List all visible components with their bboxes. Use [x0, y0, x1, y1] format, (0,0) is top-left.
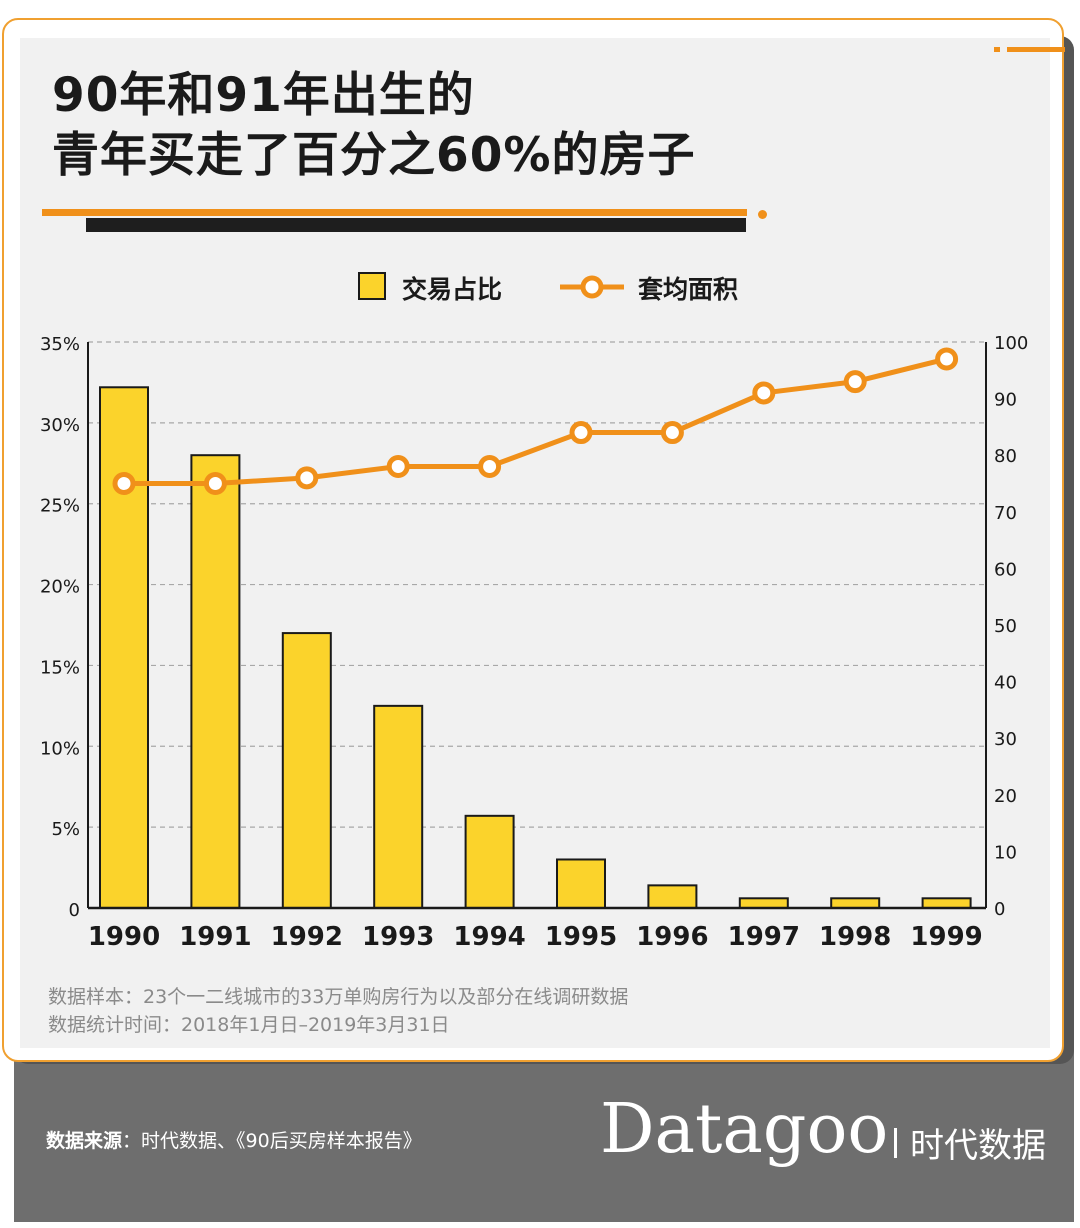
bar — [281, 632, 332, 909]
bar — [830, 897, 881, 909]
y-left-tick-label: 20% — [40, 577, 80, 598]
legend-bar-label: 交易占比 — [402, 275, 503, 304]
x-tick-label: 1999 — [910, 922, 982, 952]
title-underline-dot — [758, 210, 767, 219]
y-right-tick-label: 90 — [994, 390, 1017, 411]
x-tick-label: 1992 — [271, 922, 343, 952]
line-point — [295, 466, 319, 490]
title-line-2: 青年买走了百分之60%的房子 — [52, 128, 696, 183]
line-point — [752, 381, 776, 405]
y-left-tick-label: 15% — [40, 657, 80, 678]
line-point — [478, 455, 502, 479]
y-left-tick-label: 10% — [40, 738, 80, 759]
line-point — [569, 421, 593, 445]
y-right-tick-label: 0 — [994, 899, 1005, 920]
footer-source-text: ：时代数据、《90后买房样本报告》 — [122, 1130, 422, 1152]
brand-separator — [894, 1128, 897, 1158]
title-shadow-bar — [86, 218, 746, 232]
line-point — [386, 455, 410, 479]
bar — [738, 897, 789, 909]
legend-line-swatch — [560, 275, 624, 299]
bar — [99, 386, 149, 909]
x-tick-label: 1995 — [545, 922, 617, 952]
bar — [464, 814, 515, 910]
y-right-tick-label: 30 — [994, 729, 1017, 750]
brand-chinese-name: 时代数据 — [910, 1126, 1046, 1166]
chart-title: 90年和91年出生的 青年买走了百分之60%的房子 — [52, 66, 696, 186]
y-right-tick-label: 10 — [994, 842, 1017, 863]
x-tick-label: 1993 — [362, 922, 434, 952]
y-left-tick-label: 30% — [40, 415, 80, 436]
x-tick-label: 1990 — [88, 922, 160, 952]
y-left-tick-label: 5% — [51, 819, 80, 840]
footer-background — [14, 1040, 1074, 1222]
y-left-tick-label: 25% — [40, 496, 80, 517]
corner-accent-dot — [994, 47, 1000, 52]
x-tick-label: 1997 — [728, 922, 800, 952]
area-line — [124, 356, 948, 486]
line-point — [935, 347, 959, 371]
legend-bar-swatch — [358, 272, 386, 300]
legend-line-label: 套均面积 — [638, 275, 739, 304]
x-tick-label: 1991 — [179, 922, 251, 952]
data-sample-note: 数据样本：23个一二线城市的33万单购房行为以及部分在线调研数据 — [48, 986, 629, 1008]
y-right-tick-label: 50 — [994, 616, 1017, 637]
footer-source: 数据来源：时代数据、《90后买房样本报告》 — [46, 1126, 422, 1153]
combo-chart: 0 5% 10% 15% 20% 25% 30% 35% 0 10 20 30 40 50 60 70 80 90… — [40, 333, 1028, 952]
brand-logo-text: Datagoo — [600, 1090, 889, 1169]
line-point — [843, 370, 867, 394]
bar — [556, 858, 606, 910]
bar — [373, 704, 424, 909]
bar — [647, 884, 698, 909]
line-point — [203, 472, 227, 495]
y-right-tick-label: 70 — [994, 503, 1017, 524]
y-right-tick-label: 40 — [994, 673, 1017, 694]
corner-accent-line — [1007, 47, 1065, 52]
y-left-tick-label: 0 — [69, 900, 80, 921]
data-period-note: 数据统计时间：2018年1月日–2019年3月31日 — [48, 1014, 450, 1036]
y-right-tick-label: 60 — [994, 559, 1017, 580]
title-line-1: 90年和91年出生的 — [52, 68, 475, 123]
title-underline — [42, 209, 747, 216]
footer-source-label: 数据来源 — [46, 1130, 123, 1152]
y-left-tick-label: 35% — [40, 334, 80, 355]
x-tick-label: 1994 — [453, 922, 525, 952]
y-right-tick-label: 100 — [994, 333, 1028, 354]
x-tick-label: 1998 — [819, 922, 891, 952]
line-point — [112, 472, 136, 495]
bar — [190, 454, 241, 909]
y-right-tick-label: 80 — [994, 446, 1017, 467]
x-tick-label: 1996 — [636, 922, 708, 952]
y-right-tick-label: 20 — [994, 786, 1017, 807]
bar — [921, 897, 972, 909]
line-point — [660, 421, 684, 445]
